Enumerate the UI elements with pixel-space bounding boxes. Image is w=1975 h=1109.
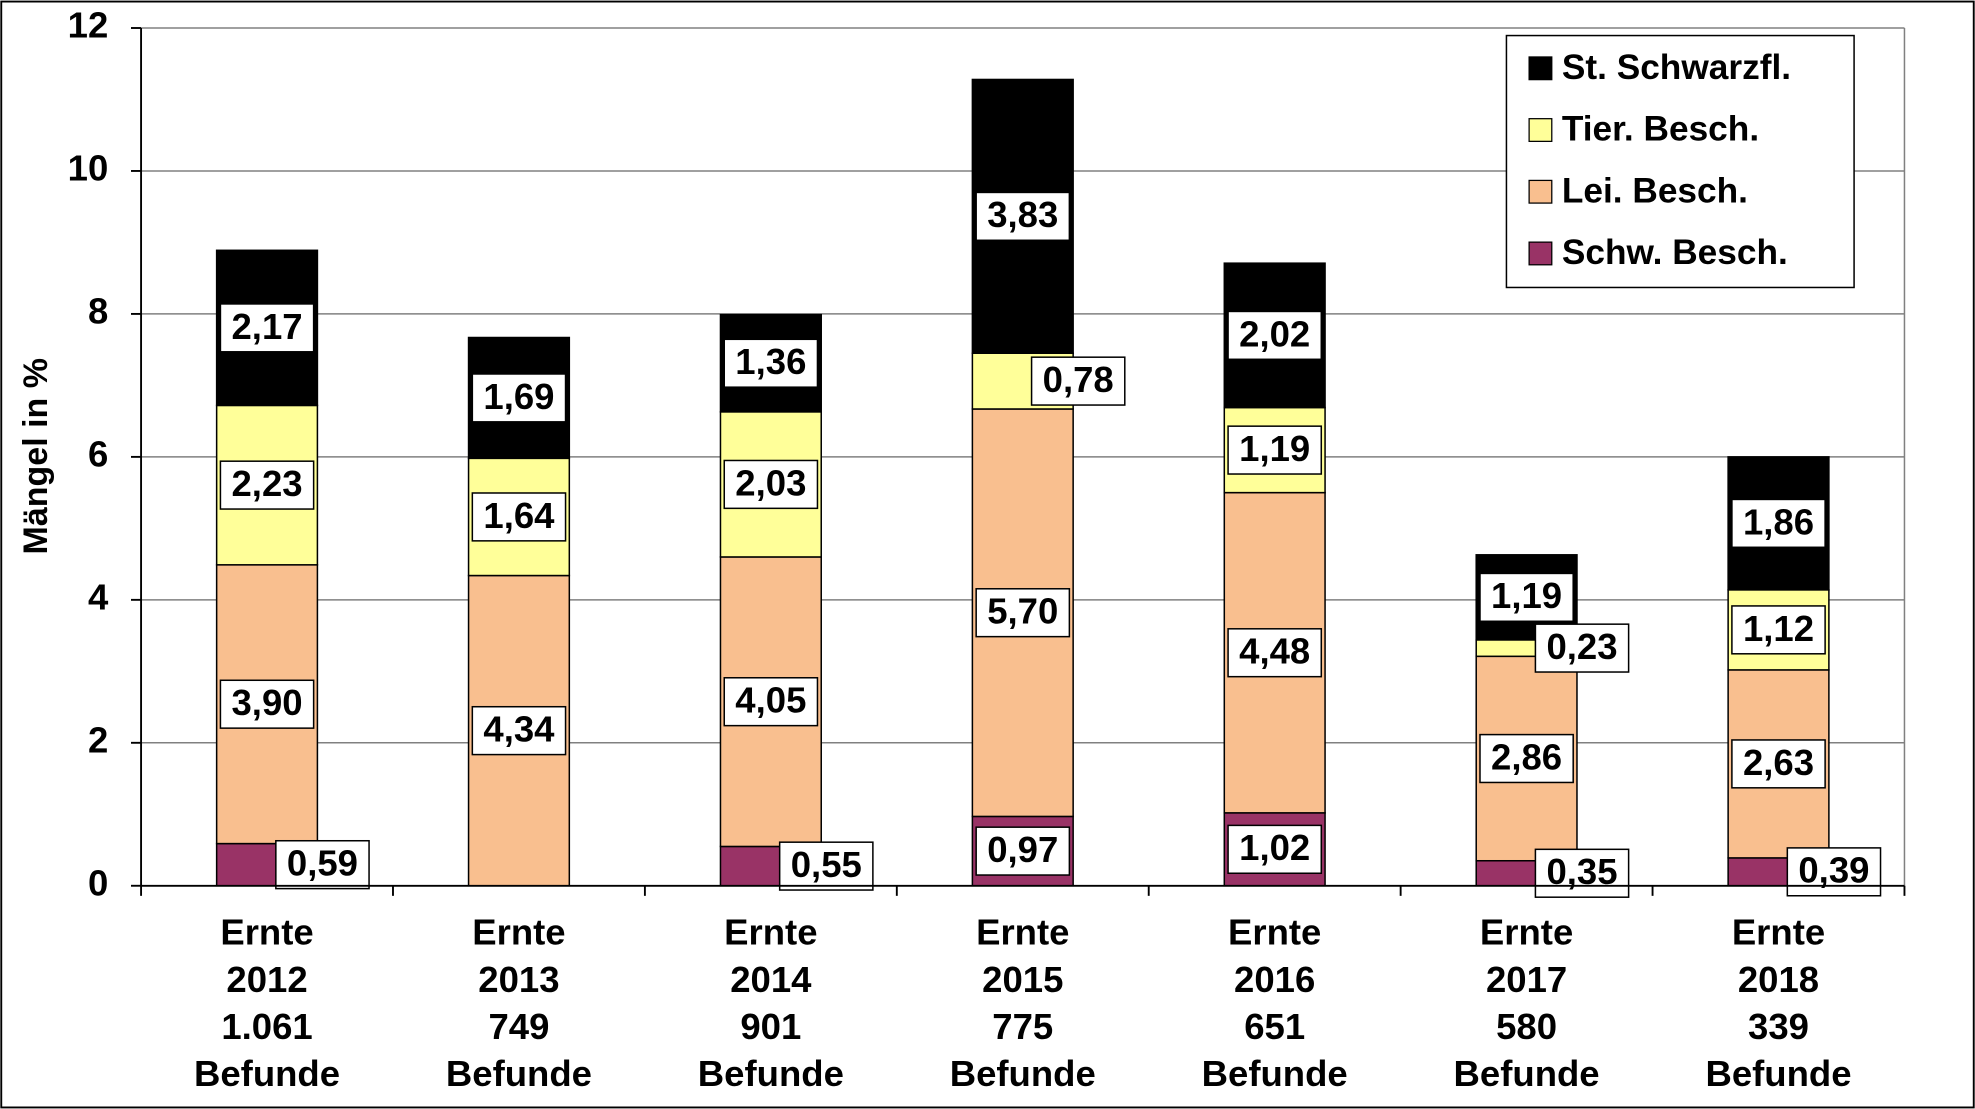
- y-tick-label: 4: [88, 576, 109, 617]
- x-tick-label: Befunde: [698, 1053, 844, 1094]
- y-tick-label: 2: [88, 719, 108, 760]
- x-tick-label: Ernte: [976, 912, 1069, 953]
- data-label: 0,39: [1798, 850, 1869, 891]
- legend-label: Lei. Besch.: [1562, 171, 1748, 210]
- data-label-box: [1227, 425, 1323, 475]
- legend-label: St. Schwarzfl.: [1562, 48, 1791, 87]
- data-label: 0,23: [1546, 626, 1617, 667]
- data-label-box: [723, 677, 819, 727]
- x-tick-label: 901: [740, 1006, 801, 1047]
- data-label-box: [778, 841, 874, 891]
- data-label: 2,03: [735, 462, 806, 503]
- data-label-box: [1731, 605, 1826, 655]
- x-tick-label: Befunde: [950, 1053, 1096, 1094]
- x-tick-label: 2015: [982, 959, 1063, 1000]
- data-label-box: [471, 373, 567, 423]
- data-label-box: [1786, 847, 1882, 897]
- x-tick-label: Ernte: [1732, 912, 1825, 953]
- x-tick-label: 2014: [730, 959, 812, 1000]
- x-tick-label: Ernte: [1228, 912, 1321, 953]
- data-label-box: [1479, 572, 1574, 623]
- data-label: 1,69: [483, 376, 554, 417]
- data-label-box: [1479, 733, 1574, 784]
- data-label: 1,64: [483, 495, 555, 536]
- data-label: 2,23: [231, 463, 302, 504]
- data-label: 0,59: [287, 843, 358, 884]
- data-label-box: [1227, 310, 1323, 361]
- x-tick-label: Ernte: [724, 912, 817, 953]
- data-label-box: [219, 679, 315, 729]
- data-label: 4,48: [1239, 631, 1310, 672]
- data-label-box: [1227, 628, 1323, 678]
- data-label: 1,36: [735, 341, 806, 382]
- x-tick-label: Ernte: [472, 912, 565, 953]
- data-label: 1,12: [1743, 608, 1814, 649]
- y-tick-label: 8: [88, 291, 108, 332]
- data-label-box: [723, 338, 819, 388]
- y-tick-label: 10: [68, 148, 109, 189]
- x-tick-label: 2013: [478, 959, 559, 1000]
- data-label: 1,19: [1239, 428, 1310, 469]
- legend-label: Schw. Besch.: [1562, 233, 1788, 272]
- x-tick-label: 2018: [1738, 959, 1819, 1000]
- x-tick-label: 580: [1496, 1006, 1557, 1047]
- y-tick-label: 6: [88, 434, 108, 475]
- data-label: 1,02: [1239, 827, 1310, 868]
- y-tick-label: 12: [68, 5, 109, 46]
- data-label: 4,34: [483, 709, 555, 750]
- data-label: 0,78: [1043, 359, 1114, 400]
- x-tick-label: Befunde: [194, 1053, 340, 1094]
- data-label-box: [723, 459, 819, 510]
- data-label-box: [1534, 848, 1630, 898]
- data-label-box: [975, 826, 1071, 876]
- data-label-box: [1731, 498, 1826, 549]
- x-tick-label: 2016: [1234, 959, 1315, 1000]
- x-tick-label: Befunde: [1454, 1053, 1600, 1094]
- data-label-box: [975, 588, 1071, 638]
- legend-swatch: [1528, 56, 1553, 81]
- data-label-box: [1227, 824, 1323, 874]
- x-tick-label: Befunde: [1202, 1053, 1348, 1094]
- data-label-box: [1534, 623, 1630, 673]
- data-label-box: [219, 303, 315, 353]
- data-label-box: [471, 705, 567, 756]
- data-label: 5,70: [987, 591, 1058, 632]
- data-label: 3,90: [231, 682, 302, 723]
- y-axis-label: Mängel in %: [17, 358, 55, 554]
- x-tick-label: 1.061: [221, 1006, 312, 1047]
- data-label: 4,05: [735, 680, 806, 721]
- data-label: 1,86: [1743, 501, 1814, 542]
- legend-label: Tier. Besch.: [1562, 110, 1759, 149]
- data-label-box: [219, 460, 315, 510]
- x-tick-label: Ernte: [1480, 912, 1573, 953]
- data-label: 3,83: [987, 194, 1058, 235]
- data-label: 2,02: [1239, 313, 1310, 354]
- x-tick-label: Befunde: [1705, 1053, 1851, 1094]
- data-label: 1,19: [1491, 575, 1562, 616]
- legend-swatch: [1528, 118, 1553, 142]
- data-label-box: [975, 191, 1071, 242]
- data-label: 2,63: [1743, 742, 1814, 783]
- data-label-box: [1030, 356, 1126, 406]
- x-tick-label: 651: [1244, 1006, 1305, 1047]
- data-label: 2,17: [231, 306, 302, 347]
- y-tick-label: 0: [88, 862, 108, 903]
- x-tick-label: 339: [1748, 1006, 1809, 1047]
- legend-box: [1505, 34, 1855, 289]
- x-tick-label: 2012: [226, 959, 307, 1000]
- x-tick-label: Befunde: [446, 1053, 592, 1094]
- x-tick-label: Ernte: [220, 912, 313, 953]
- data-label-box: [471, 492, 567, 542]
- legend-swatch: [1528, 241, 1553, 266]
- x-tick-label: 749: [488, 1006, 549, 1047]
- x-tick-label: 775: [992, 1006, 1053, 1047]
- data-label: 0,97: [987, 829, 1058, 870]
- data-label: 2,86: [1491, 736, 1562, 777]
- data-label-box: [1731, 739, 1826, 789]
- x-tick-label: 2017: [1486, 959, 1567, 1000]
- data-label-box: [275, 839, 370, 890]
- legend-swatch: [1528, 179, 1553, 204]
- data-label: 0,55: [791, 844, 862, 885]
